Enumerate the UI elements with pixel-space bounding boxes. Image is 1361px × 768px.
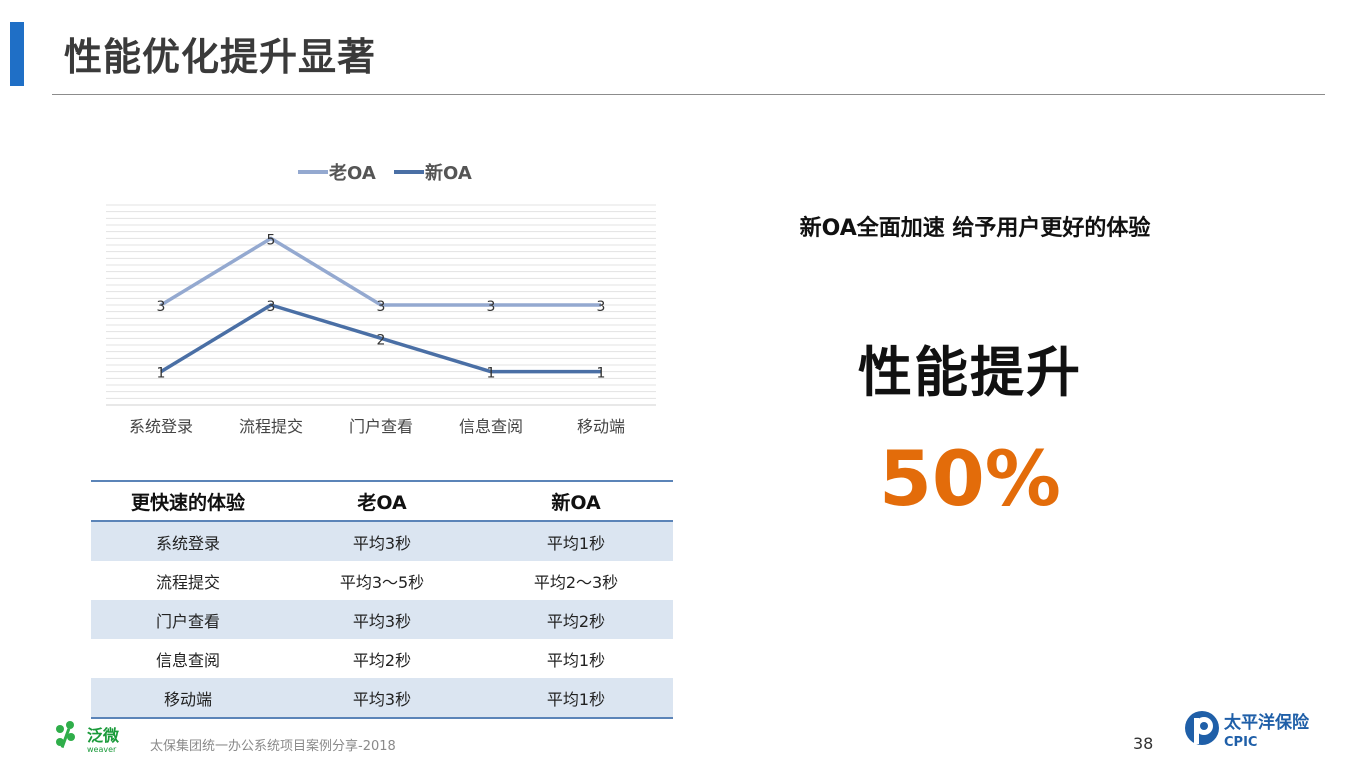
weaver-logo-text: 泛微: [87, 726, 120, 745]
table-header-row: 更快速的体验 老OA 新OA: [91, 480, 673, 522]
page-title: 性能优化提升显著: [64, 35, 377, 79]
table-cell-scenario: 系统登录: [91, 521, 285, 561]
legend-label: 老OA: [329, 162, 376, 184]
data-label: 3: [487, 299, 496, 315]
weaver-logo-subtext: weaver: [87, 745, 117, 754]
table-cell-scenario: 信息查阅: [155, 650, 220, 670]
highlight-label: 性能提升: [858, 341, 1082, 404]
table-row: 门户查看 平均3秒 平均2秒: [91, 600, 673, 639]
cpic-emblem-icon: [1185, 711, 1219, 745]
chart-x-axis: 系统登录 流程提交 门户查看 信息查阅 移动端: [129, 417, 625, 436]
cpic-logo: 太平洋保险 CPIC: [1185, 711, 1310, 750]
table-cell-new: 平均1秒: [479, 678, 673, 719]
highlight-percent: 50%: [879, 434, 1061, 523]
legend-label: 新OA: [425, 162, 472, 184]
table-cell-old: 平均3秒: [285, 678, 479, 719]
x-tick-label: 门户查看: [349, 417, 413, 436]
x-tick-label: 系统登录: [129, 417, 193, 436]
table-row: 信息查阅 平均2秒 平均1秒: [91, 639, 673, 678]
table-cell-new: 平均2秒: [479, 600, 673, 639]
data-label: 3: [267, 299, 276, 315]
data-label: 3: [157, 299, 166, 315]
table-cell-old: 平均3秒: [285, 600, 479, 639]
weaver-leaf-icon: [56, 721, 75, 749]
x-tick-label: 移动端: [577, 417, 625, 436]
data-label: 1: [487, 366, 496, 382]
table-cell-new: 平均1秒: [479, 521, 673, 561]
table-cell-old: 平均2秒: [352, 650, 412, 670]
data-label: 3: [597, 299, 606, 315]
table-cell-new: 平均1秒: [546, 650, 606, 670]
title-divider: [52, 94, 1325, 95]
table-cell-old: 平均3秒: [285, 521, 479, 561]
cpic-brand-name: 太平洋保险: [1224, 712, 1310, 733]
title-accent-bar: [10, 22, 24, 86]
cpic-brand-sub: CPIC: [1224, 735, 1257, 750]
table-cell-scenario: 门户查看: [91, 600, 285, 639]
table-cell-new: 平均2～3秒: [533, 572, 619, 592]
series-line-new-oa: [160, 303, 601, 374]
data-label: 5: [267, 232, 276, 248]
page-number: 38: [1133, 734, 1154, 753]
chart-series: [160, 236, 601, 374]
table-row: 移动端 平均3秒 平均1秒: [91, 678, 673, 719]
table-header-scenario: 更快速的体验: [91, 480, 285, 522]
series-line-old-oa: [160, 236, 601, 307]
line-chart: 3 5 3 3 3 1 3 2 1 1 系统登录 流程提交 门户查看 信息查阅 移动端 老OA 新OA: [106, 162, 656, 436]
chart-legend: 老OA 新OA: [298, 162, 472, 184]
table-cell-scenario: 移动端: [91, 678, 285, 719]
footer-caption: 太保集团统一办公系统项目案例分享-2018: [150, 739, 396, 754]
table-cell-scenario: 流程提交: [155, 572, 220, 592]
weaver-logo: 泛微 weaver: [56, 721, 120, 754]
x-tick-label: 流程提交: [239, 417, 303, 436]
table-row: 流程提交 平均3～5秒 平均2～3秒: [91, 561, 673, 600]
table-row: 系统登录 平均3秒 平均1秒: [91, 521, 673, 561]
x-tick-label: 信息查阅: [459, 417, 523, 436]
table-header-new-oa: 新OA: [479, 480, 673, 522]
chart-data-labels: 3 5 3 3 3 1 3 2 1 1: [157, 232, 606, 381]
data-label: 1: [597, 366, 606, 382]
data-label: 1: [157, 366, 166, 382]
table-header-old-oa: 老OA: [285, 480, 479, 522]
performance-table: 更快速的体验 老OA 新OA 系统登录 平均3秒 平均1秒 流程提交 平均3～5…: [91, 480, 673, 719]
data-label: 2: [377, 332, 386, 348]
chart-grid: [106, 204, 656, 406]
table-cell-old: 平均3～5秒: [339, 572, 425, 592]
data-label: 3: [377, 299, 386, 315]
highlight-subtitle: 新OA全面加速 给予用户更好的体验: [799, 216, 1151, 241]
